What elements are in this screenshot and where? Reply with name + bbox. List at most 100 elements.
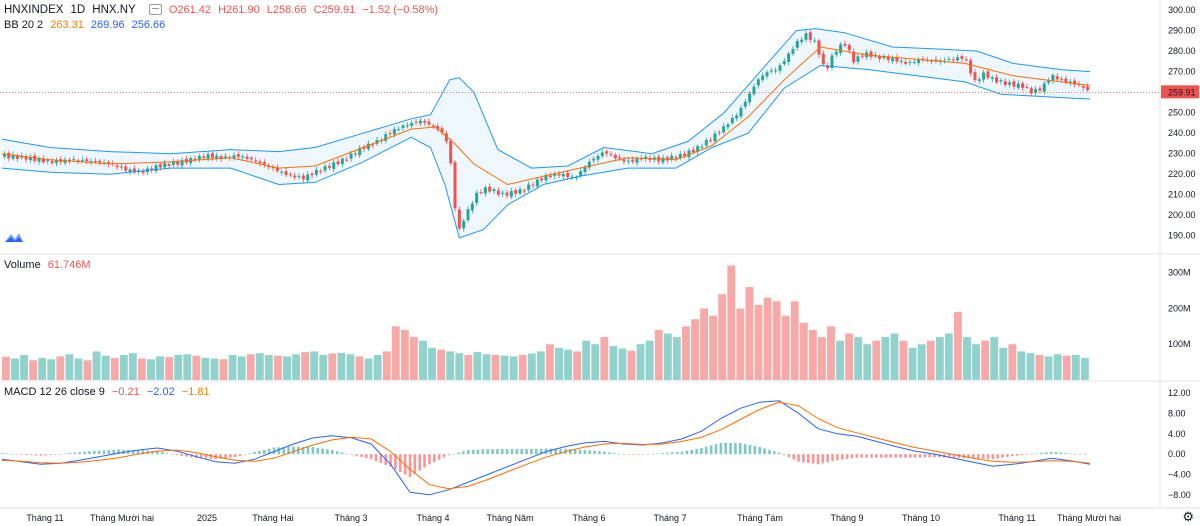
candle-body — [813, 40, 817, 42]
candle-body — [249, 157, 253, 160]
price-legend: HNXINDEX 1D HNX.NY O261.42 H261.90 L258.… — [4, 3, 442, 16]
macd-histogram-bar — [729, 442, 732, 455]
macd-tick-label: −4.00 — [1168, 469, 1191, 479]
macd-histogram-bar — [860, 454, 864, 458]
candle-body — [297, 176, 301, 178]
candle-body — [310, 173, 314, 176]
candle-body — [72, 159, 76, 161]
macd-histogram-bar — [758, 447, 762, 455]
candle-body — [878, 56, 882, 59]
macd-histogram-bar — [792, 454, 796, 460]
macd-histogram-bar — [908, 454, 912, 458]
macd-histogram-bar — [933, 454, 936, 458]
volume-bar — [237, 356, 246, 380]
volume-legend[interactable]: Volume 61.746M — [4, 259, 95, 271]
macd-histogram-bar — [588, 450, 592, 455]
volume-bar — [808, 329, 817, 380]
candle-body — [613, 154, 617, 159]
volume-bar — [410, 337, 418, 380]
bb-upper-value: 269.96 — [90, 19, 125, 31]
candle-body — [63, 159, 67, 164]
volume-bar — [990, 337, 999, 380]
macd-histogram-bar — [559, 448, 562, 455]
volume-bar — [201, 357, 210, 380]
macd-histogram-bar — [991, 454, 995, 460]
macd-histogram-bar — [316, 447, 320, 455]
interval-label[interactable]: 1D — [70, 4, 86, 16]
candle-body — [98, 160, 102, 163]
macd-histogram-bar — [141, 450, 145, 455]
candle-body — [288, 174, 292, 176]
volume-bar — [1071, 354, 1080, 380]
candle-body — [1073, 80, 1077, 85]
candle-body — [561, 173, 565, 177]
macd-histogram-bar — [802, 454, 805, 463]
volume-bar — [854, 337, 863, 380]
volume-bar — [400, 329, 409, 380]
candle-body — [553, 173, 557, 176]
macd-histogram-bar — [496, 449, 499, 455]
macd-histogram-bar — [724, 442, 728, 455]
volume-bar — [518, 354, 527, 380]
macd-hist-value: −0.21 — [111, 386, 140, 398]
macd-histogram-bar — [423, 454, 426, 468]
candle-body — [635, 157, 639, 163]
bb-legend[interactable]: BB 20 2 263.31 269.96 256.66 — [4, 19, 169, 31]
candle-body — [215, 155, 219, 159]
candle-body — [535, 179, 539, 187]
macd-legend[interactable]: MACD 12 26 close 9 −0.21 −2.02 −1.81 — [4, 386, 214, 398]
macd-histogram-bar — [763, 448, 766, 455]
candle-body — [769, 70, 773, 72]
collapse-legend-icon[interactable] — [148, 3, 162, 15]
candle-body — [990, 77, 994, 79]
candle-body — [2, 154, 6, 157]
macd-histogram-bar — [850, 454, 854, 459]
volume-bar — [1053, 354, 1062, 380]
candle-body — [700, 146, 704, 148]
settings-gear-icon[interactable]: ⚙ — [1182, 509, 1194, 524]
candle-body — [626, 160, 630, 162]
candle-body — [397, 129, 401, 131]
macd-histogram-bar — [262, 449, 266, 455]
macd-histogram-bar — [277, 447, 281, 455]
macd-histogram-bar — [107, 450, 111, 455]
candle-body — [80, 160, 84, 162]
candle-body — [306, 174, 310, 181]
volume-bar — [183, 354, 192, 380]
tradingview-logo-icon[interactable] — [4, 230, 24, 244]
candle-body — [514, 190, 518, 194]
candle-body — [713, 133, 717, 142]
candle-body — [358, 147, 362, 156]
volume-bar — [446, 351, 455, 380]
macd-histogram-bar — [238, 454, 242, 456]
macd-histogram-bar — [374, 454, 378, 462]
candle-body — [904, 61, 908, 64]
candle-body — [674, 157, 678, 159]
candle-body — [665, 157, 669, 161]
candle-body — [280, 171, 284, 173]
price-tick-label: 200.00 — [1168, 210, 1196, 220]
macd-histogram-bar — [112, 449, 116, 455]
macd-histogram-bar — [1030, 454, 1034, 455]
volume-bar — [274, 355, 282, 380]
candle-body — [1003, 81, 1007, 85]
last-price-label: 259.91 — [1168, 87, 1196, 97]
candle-body — [600, 152, 604, 157]
volume-bar — [101, 355, 110, 380]
candle-body — [509, 191, 513, 197]
candle-body — [267, 166, 271, 168]
symbol-name[interactable]: HNXINDEX — [4, 4, 64, 16]
candle-body — [124, 166, 128, 171]
candle-body — [687, 150, 691, 158]
macd-histogram-bar — [748, 444, 752, 455]
macd-histogram-bar — [20, 454, 23, 455]
volume-bar — [682, 326, 690, 380]
candle-body — [678, 154, 682, 158]
candle-body — [717, 132, 721, 134]
candle-body — [1068, 81, 1072, 84]
candle-body — [765, 72, 769, 77]
candle-body — [483, 187, 487, 194]
macd-histogram-bar — [510, 449, 514, 455]
volume-bar — [491, 354, 500, 380]
